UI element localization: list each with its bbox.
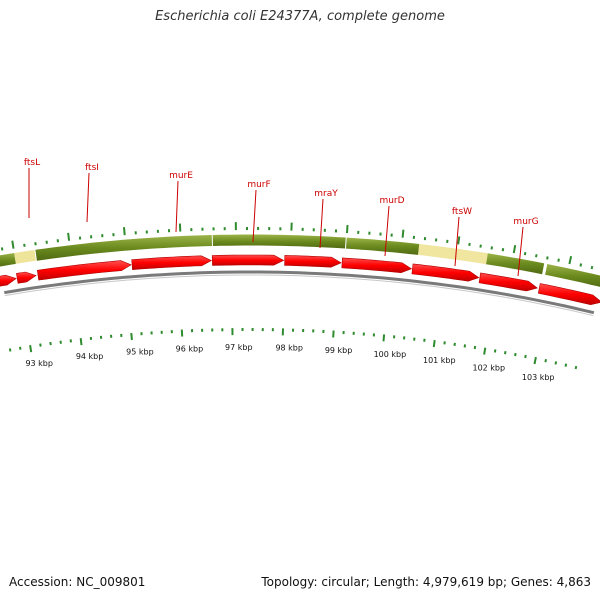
gene-leader-line [384, 205, 390, 257]
kbp-label: 100 kbp [374, 350, 407, 359]
position-tick [544, 359, 547, 363]
upper-tick [123, 227, 126, 236]
position-tick [29, 345, 33, 353]
feature-segment [212, 234, 346, 249]
gene-leader-line [454, 216, 460, 267]
upper-tick [490, 246, 493, 250]
cds-arrow [411, 263, 480, 282]
upper-tick-track [0, 222, 594, 270]
position-tick [382, 334, 386, 342]
cds-arrow [0, 274, 17, 287]
cds-track [0, 254, 600, 306]
feature-segment [14, 250, 36, 264]
upper-tick [457, 236, 461, 245]
genome-summary: Topology: circular; Length: 4,979,619 bp… [261, 575, 591, 589]
gene-leader-line [86, 172, 90, 223]
position-tick [49, 341, 52, 346]
kbp-label: 103 kbp [522, 373, 555, 382]
kbp-label: 98 kbp [275, 344, 303, 353]
upper-tick [0, 247, 4, 251]
gene-label: murG [513, 217, 538, 227]
position-tick [493, 349, 497, 353]
kbp-label: 97 kbp [225, 343, 253, 352]
upper-tick [546, 256, 549, 260]
position-tick [8, 348, 12, 352]
kbp-label: 93 kbp [25, 359, 53, 368]
kbp-label: 95 kbp [126, 347, 154, 356]
cds-arrow [211, 254, 285, 266]
cds-arrow [341, 257, 413, 274]
backbone-shadow [4, 274, 594, 317]
position-tick [504, 351, 507, 355]
gene-label: murF [247, 180, 270, 190]
gene-label: ftsW [452, 207, 472, 217]
upper-tick [501, 248, 505, 252]
upper-tick [523, 252, 527, 256]
position-tick [514, 352, 517, 357]
gene-leader-line [517, 226, 524, 277]
upper-tick [535, 254, 538, 258]
kbp-label: 101 kbp [423, 356, 456, 365]
cds-arrow [36, 260, 132, 281]
upper-tick [11, 240, 15, 249]
position-tick [564, 363, 568, 367]
cds-arrow [478, 272, 538, 292]
upper-tick [479, 244, 482, 248]
accession-label: Accession: NC_009801 [9, 575, 146, 589]
gene-leader-line [319, 198, 324, 249]
upper-tick [346, 225, 349, 234]
position-tick [483, 347, 487, 355]
gene-label: murE [169, 171, 193, 181]
kbp-label: 102 kbp [472, 364, 505, 373]
cds-arrow [131, 255, 213, 271]
cds-arrow [537, 283, 600, 306]
kbp-label: 99 kbp [325, 346, 353, 355]
feature-track [0, 234, 600, 287]
position-tick [574, 365, 578, 370]
upper-tick [579, 263, 583, 267]
position-tick [432, 339, 436, 348]
gene-label: mraY [314, 189, 338, 199]
feature-segment [418, 244, 488, 265]
gene-label: ftsI [85, 163, 99, 173]
position-tick [463, 344, 467, 348]
position-tick [473, 345, 477, 350]
position-tick [19, 346, 22, 350]
kbp-label: 94 kbp [76, 352, 104, 361]
position-tick [79, 337, 83, 346]
position-tick [533, 356, 537, 365]
position-tick [39, 343, 42, 347]
upper-tick [557, 258, 560, 262]
upper-tick [568, 255, 573, 265]
gene-label: ftsL [24, 158, 40, 168]
feature-segment [346, 237, 420, 255]
backbone-arc [4, 270, 595, 315]
position-tick [130, 332, 133, 341]
kbp-label: 96 kbp [176, 344, 204, 353]
position-tick-track: 93 kbp 94 kbp 95 kbp 96 kbp 97 kbp 98 kbp 99 k… [8, 328, 578, 382]
feature-segment [35, 235, 213, 261]
cds-arrow [16, 271, 37, 284]
cds-arrow [284, 255, 342, 268]
upper-tick [67, 232, 71, 241]
upper-tick [590, 265, 594, 270]
backbone-line [4, 270, 595, 317]
position-tick [524, 354, 527, 359]
gene-label-layer: ftsL ftsI murE murF mraY murD ftsW murG [24, 158, 539, 277]
feature-segment [0, 253, 16, 267]
gene-label: murD [379, 196, 404, 206]
map-title: Escherichia coli E24377A, complete genom… [155, 9, 445, 24]
upper-tick [401, 229, 405, 238]
feature-segment [486, 253, 545, 275]
feature-segment [545, 264, 600, 287]
position-tick [554, 361, 558, 365]
upper-tick [512, 245, 517, 254]
gene-leader-line [252, 189, 257, 243]
gene-leader-line [175, 180, 179, 233]
